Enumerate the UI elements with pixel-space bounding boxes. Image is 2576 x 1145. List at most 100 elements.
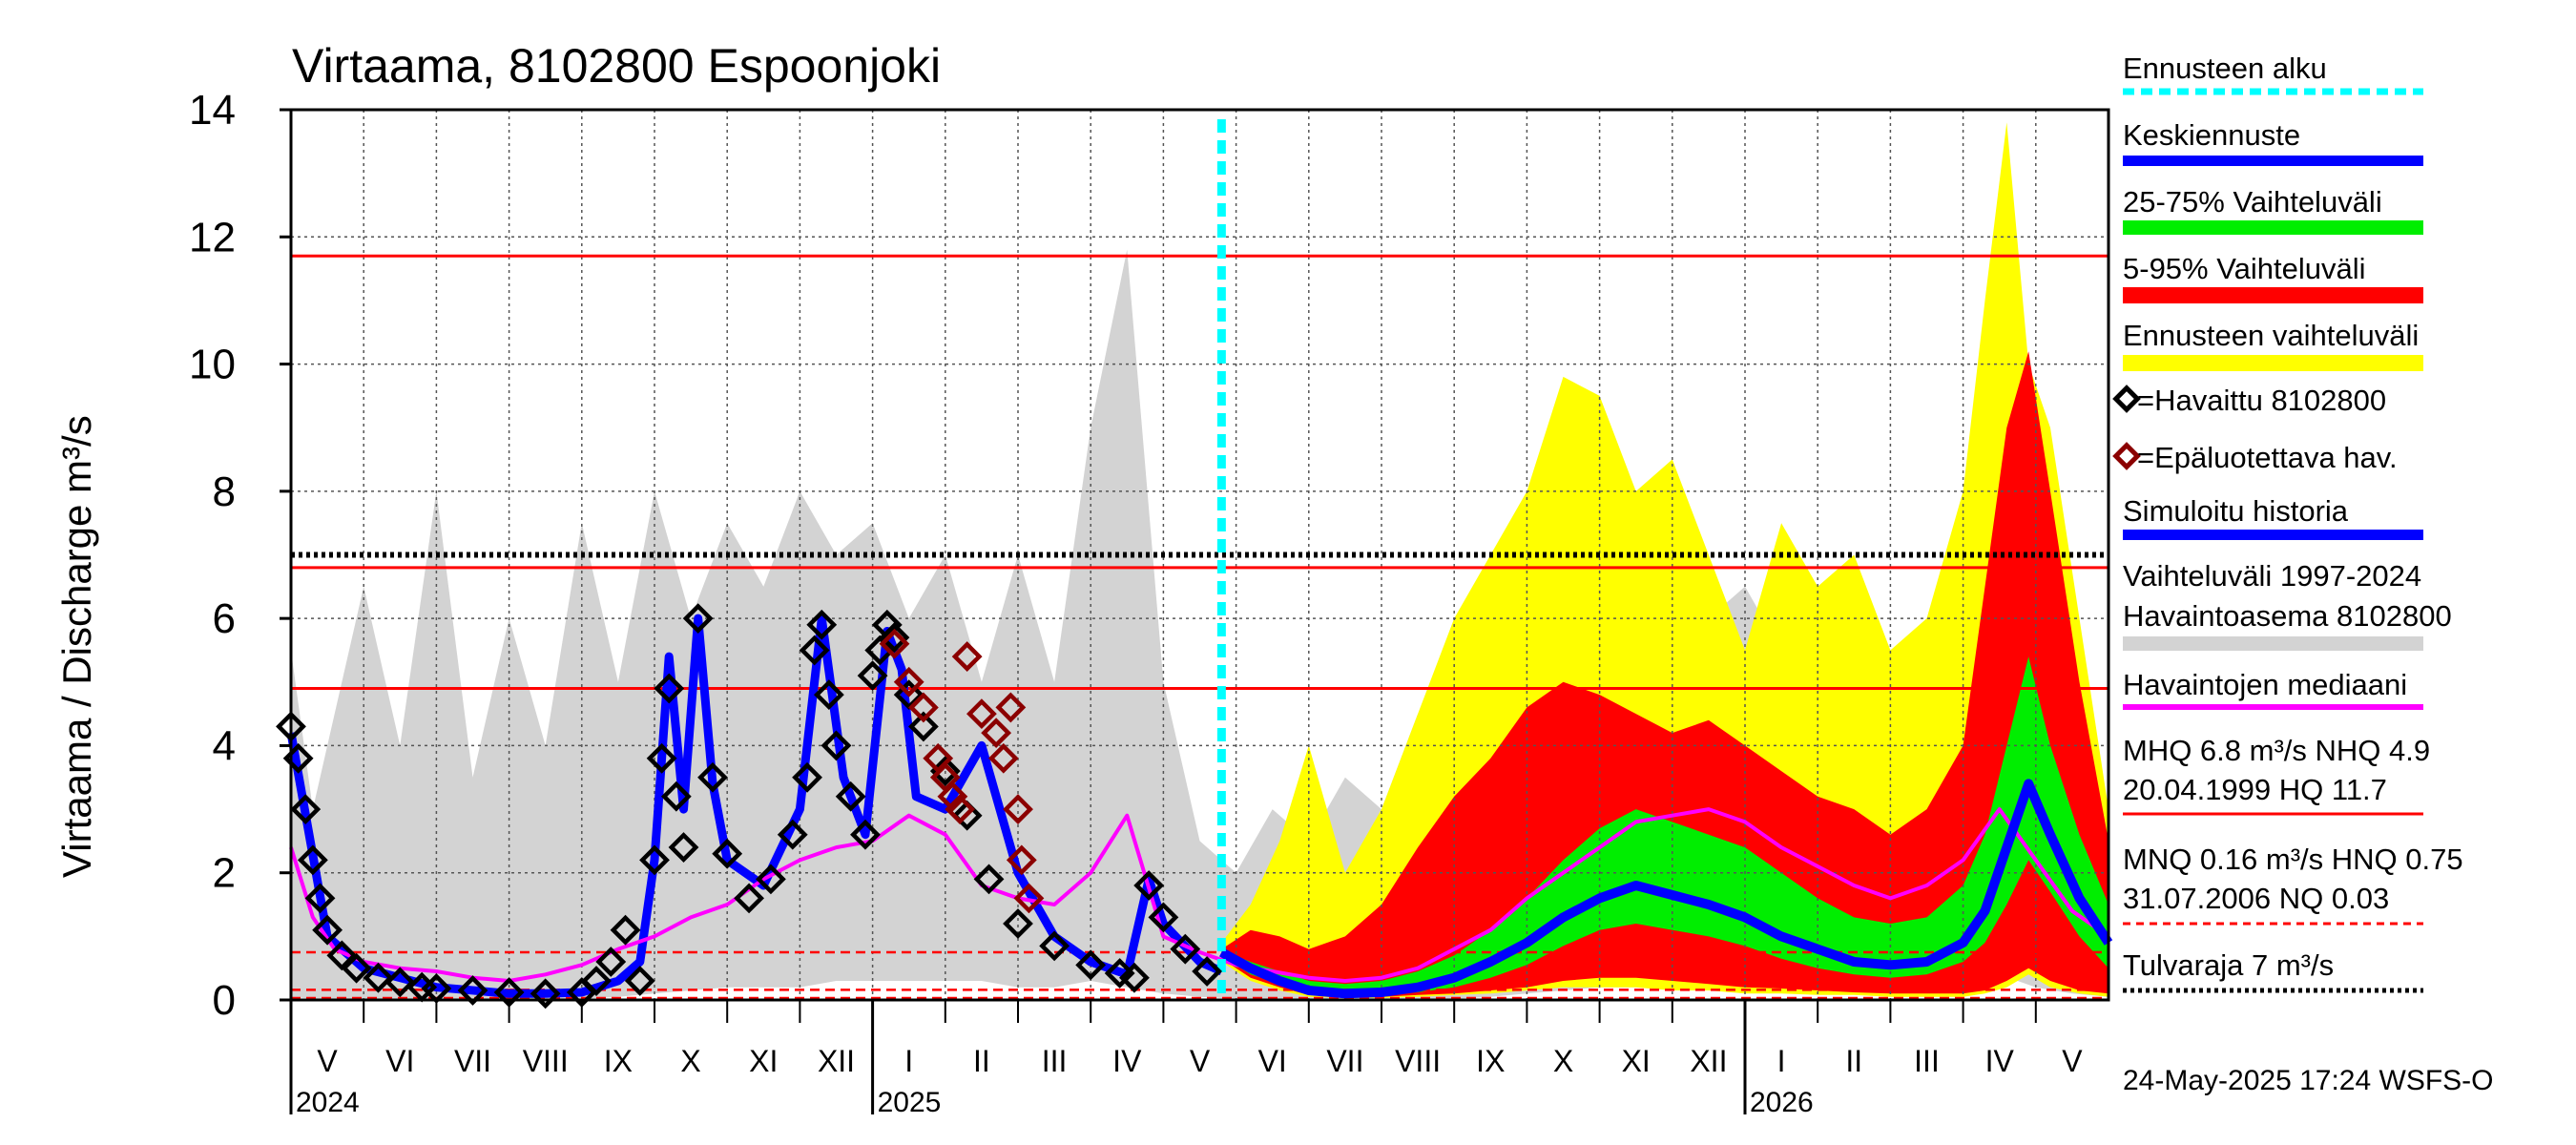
legend-stats-high-2: 20.04.1999 HQ 11.7	[2123, 773, 2387, 806]
unreliable-point	[1013, 883, 1045, 914]
observed-point	[682, 603, 714, 635]
legend-stats-high-1: MHQ 6.8 m³/s NHQ 4.9	[2123, 734, 2430, 767]
forecast-bands-layer	[1221, 122, 2109, 999]
y-tick-label: 8	[213, 468, 236, 515]
observed-point	[421, 973, 452, 1004]
observed-point	[806, 609, 838, 640]
observation-markers-layer	[276, 603, 1223, 1010]
observed-point	[581, 966, 612, 996]
observed-point	[973, 864, 1005, 895]
unreliable-point	[966, 698, 997, 730]
unreliable-point	[981, 718, 1012, 749]
x-month-label: IV	[1985, 1044, 2015, 1078]
band-ennusteen-vaihteluv-li	[1221, 122, 2109, 999]
observed-point	[879, 622, 910, 654]
unreliable-point	[951, 641, 983, 673]
x-month-label: I	[904, 1044, 913, 1078]
x-month-label: VIII	[523, 1044, 569, 1078]
observed-point	[639, 844, 670, 876]
x-year-label: 2024	[296, 1087, 360, 1118]
unreliable-point	[987, 742, 1019, 774]
observed-point	[290, 794, 322, 825]
legend-simulated-label: Simuloitu historia	[2123, 494, 2349, 528]
legend-unreliable-marker-icon	[2112, 442, 2141, 470]
legend-observed-marker-icon	[2112, 385, 2141, 413]
observed-point	[1170, 933, 1201, 965]
observed-point	[660, 781, 692, 812]
legend-stats-low-1: MNQ 0.16 m³/s HNQ 0.75	[2123, 843, 2463, 876]
unreliable-point	[893, 666, 924, 697]
y-axis: 0 2 4 6 8 10 12 14	[189, 87, 291, 1024]
x-month-label: X	[680, 1044, 700, 1078]
observed-point	[654, 673, 685, 704]
x-month-label: IX	[604, 1044, 633, 1078]
band-5-95-vaihteluv-li	[1221, 351, 2109, 997]
unreliable-point	[937, 781, 968, 812]
observed-point	[821, 730, 852, 761]
legend-stats-low-2: 31.07.2006 NQ 0.03	[2123, 882, 2389, 915]
unreliable-point	[1006, 844, 1037, 876]
x-month-label: VIII	[1395, 1044, 1441, 1078]
legend-band-5-95-swatch	[2123, 287, 2423, 303]
legend-forecast-start-label: Ennusteen alku	[2123, 52, 2327, 85]
legend-observed-label: =Havaittu 8102800	[2137, 384, 2386, 417]
unreliable-point	[995, 692, 1027, 723]
x-month-label: V	[2062, 1044, 2083, 1078]
x-month-label: V	[317, 1044, 338, 1078]
x-month-label: VII	[1326, 1044, 1363, 1078]
legend-history-label-2: Havaintoasema 8102800	[2123, 599, 2452, 633]
x-year-label: 2025	[878, 1087, 942, 1118]
observed-point	[734, 883, 765, 914]
legend: Ennusteen alku Keskiennuste 25-75% Vaiht…	[2112, 52, 2463, 993]
x-month-label: VI	[1258, 1044, 1287, 1078]
observed-point	[712, 838, 743, 869]
observed-point	[799, 635, 830, 666]
x-month-label: XI	[749, 1044, 778, 1078]
observed-point	[297, 844, 328, 876]
legend-mean-forecast-label: Keskiennuste	[2123, 118, 2300, 152]
observed-point	[610, 914, 641, 946]
x-month-label: II	[973, 1044, 990, 1078]
observed-point	[312, 914, 343, 946]
y-axis-label: Virtaama / Discharge m³/s	[54, 415, 99, 878]
x-month-label: IV	[1112, 1044, 1142, 1078]
x-month-label: II	[1845, 1044, 1862, 1078]
observed-point	[697, 761, 728, 793]
legend-median-label: Havaintojen mediaani	[2123, 668, 2407, 701]
grid-layer	[291, 110, 2109, 1000]
series-forecast-mean	[1218, 779, 2113, 999]
observed-point	[595, 947, 627, 977]
legend-median-swatch	[2123, 704, 2423, 710]
x-year-label: 2026	[1750, 1087, 1814, 1118]
plot-area	[276, 108, 2113, 1010]
x-month-label: XII	[1690, 1044, 1727, 1078]
y-tick-label: 2	[213, 850, 236, 897]
observed-point	[304, 883, 336, 914]
x-month-label: I	[1777, 1044, 1786, 1078]
legend-band-25-75-label: 25-75% Vaihteluväli	[2123, 185, 2382, 219]
observed-point	[1039, 930, 1070, 962]
unreliable-point	[945, 794, 975, 825]
y-tick-label: 10	[189, 342, 236, 388]
legend-simulated-swatch	[2123, 530, 2423, 540]
legend-history-label-1: Vaihteluväli 1997-2024	[2123, 559, 2421, 593]
unreliable-point	[879, 628, 910, 659]
legend-band-25-75-swatch	[2123, 220, 2423, 235]
x-month-label: IX	[1476, 1044, 1505, 1078]
observed-point	[1075, 949, 1107, 981]
y-tick-label: 4	[213, 722, 236, 769]
band-25-75-vaihteluv-li	[1221, 656, 2109, 996]
x-month-label: V	[1190, 1044, 1211, 1078]
observed-point	[813, 679, 844, 711]
x-month-label: X	[1553, 1044, 1573, 1078]
observed-point	[929, 756, 961, 786]
observed-point	[850, 819, 881, 850]
y-tick-label: 14	[189, 87, 236, 134]
observed-point	[792, 761, 822, 793]
x-month-label: VI	[385, 1044, 414, 1078]
observed-point	[907, 711, 939, 742]
chart-title: Virtaama, 8102800 Espoonjoki	[292, 39, 941, 93]
observed-point	[624, 966, 655, 996]
observed-point	[457, 975, 488, 1006]
